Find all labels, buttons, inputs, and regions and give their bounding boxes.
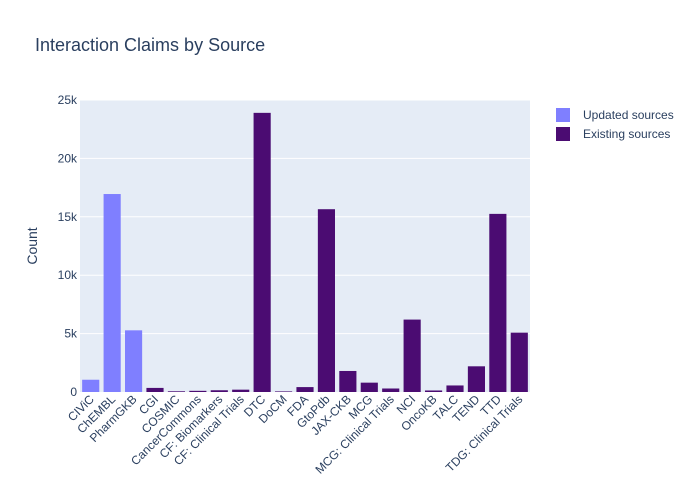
chart-title: Interaction Claims by Source (35, 35, 265, 55)
bar-cf-biomarkers (210, 390, 228, 392)
bar-tend (467, 366, 485, 392)
bar-dtc (253, 112, 271, 393)
y-tick-label: 25k (58, 93, 78, 107)
y-tick-label: 15k (58, 210, 78, 224)
bar-cf-clinical-trials (232, 389, 250, 392)
y-tick-label: 10k (58, 268, 78, 282)
plot-background (80, 100, 530, 392)
bar-oncokb (425, 390, 443, 392)
legend-swatch (556, 127, 570, 141)
bar-jax-ckb (339, 370, 357, 392)
bar-cgi (146, 387, 164, 392)
bar-tdg-clinical-trials (510, 332, 528, 392)
y-tick-labels: 0 5k 10k 15k 20k 25k (58, 93, 78, 399)
legend-label: Updated sources (583, 108, 674, 122)
bar-nci (403, 319, 421, 392)
bar-cosmic (167, 391, 185, 392)
bar-pharmgkb (125, 330, 143, 392)
grid-lines (80, 99, 530, 335)
bar-talc (446, 385, 464, 392)
bars (82, 112, 528, 393)
bar-cancercommons (189, 390, 207, 392)
legend: Updated sources Existing sources (556, 108, 674, 141)
bar-docm (275, 391, 293, 392)
y-axis-title: Count (24, 227, 40, 264)
bar-fda (296, 387, 314, 392)
y-tick-label: 5k (64, 327, 78, 341)
bar-civic (82, 379, 100, 392)
y-tick-label: 0 (70, 385, 77, 399)
bar-gtopdb (317, 209, 335, 392)
y-tick-label: 20k (58, 151, 78, 165)
legend-label: Existing sources (583, 127, 670, 141)
legend-swatch (556, 108, 570, 122)
x-tick-labels: CIViCChEMBLPharmGKBCGICOSMICCancerCommon… (65, 392, 525, 477)
bar-chembl (103, 194, 121, 392)
bar-ttd (489, 213, 507, 392)
bar-mcg-clinical-trials (382, 388, 400, 392)
bar-mcg (360, 382, 378, 392)
